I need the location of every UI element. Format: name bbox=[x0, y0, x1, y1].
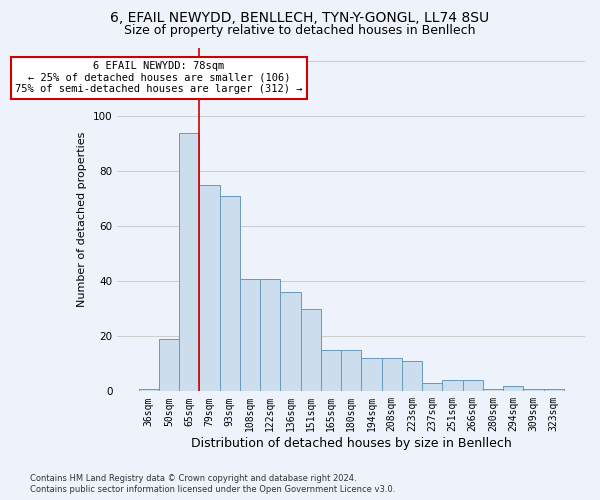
Bar bbox=[422, 383, 442, 392]
Bar bbox=[523, 388, 544, 392]
Bar bbox=[280, 292, 301, 392]
Bar bbox=[382, 358, 402, 392]
Bar bbox=[139, 388, 159, 392]
Bar bbox=[159, 339, 179, 392]
Bar bbox=[483, 388, 503, 392]
Bar bbox=[301, 309, 321, 392]
Bar bbox=[341, 350, 361, 392]
Bar bbox=[361, 358, 382, 392]
Text: Size of property relative to detached houses in Benllech: Size of property relative to detached ho… bbox=[124, 24, 476, 37]
Bar bbox=[260, 278, 280, 392]
Bar bbox=[402, 361, 422, 392]
Bar bbox=[503, 386, 523, 392]
Bar bbox=[463, 380, 483, 392]
Bar bbox=[240, 278, 260, 392]
Bar bbox=[179, 133, 199, 392]
Bar bbox=[544, 388, 564, 392]
Bar bbox=[442, 380, 463, 392]
Text: 6 EFAIL NEWYDD: 78sqm
← 25% of detached houses are smaller (106)
75% of semi-det: 6 EFAIL NEWYDD: 78sqm ← 25% of detached … bbox=[15, 62, 303, 94]
X-axis label: Distribution of detached houses by size in Benllech: Distribution of detached houses by size … bbox=[191, 437, 512, 450]
Text: 6, EFAIL NEWYDD, BENLLECH, TYN-Y-GONGL, LL74 8SU: 6, EFAIL NEWYDD, BENLLECH, TYN-Y-GONGL, … bbox=[110, 11, 490, 25]
Text: Contains HM Land Registry data © Crown copyright and database right 2024.
Contai: Contains HM Land Registry data © Crown c… bbox=[30, 474, 395, 494]
Bar bbox=[199, 185, 220, 392]
Y-axis label: Number of detached properties: Number of detached properties bbox=[77, 132, 88, 307]
Bar bbox=[220, 196, 240, 392]
Bar bbox=[321, 350, 341, 392]
